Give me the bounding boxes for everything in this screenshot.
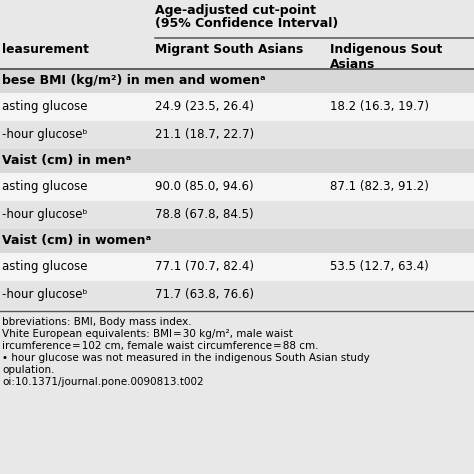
Text: 90.0 (85.0, 94.6): 90.0 (85.0, 94.6) <box>155 180 254 193</box>
Text: asting glucose: asting glucose <box>2 100 88 113</box>
Text: bbreviations: BMI, Body mass index.: bbreviations: BMI, Body mass index. <box>2 317 191 327</box>
Text: (95% Confidence Interval): (95% Confidence Interval) <box>155 17 338 30</box>
Text: 21.1 (18.7, 22.7): 21.1 (18.7, 22.7) <box>155 128 254 141</box>
Text: opulation.: opulation. <box>2 365 55 375</box>
Text: -hour glucoseᵇ: -hour glucoseᵇ <box>2 128 88 141</box>
Text: -hour glucoseᵇ: -hour glucoseᵇ <box>2 288 88 301</box>
Text: 53.5 (12.7, 63.4): 53.5 (12.7, 63.4) <box>330 260 429 273</box>
Text: ircumference = 102 cm, female waist circumference = 88 cm.: ircumference = 102 cm, female waist circ… <box>2 341 319 351</box>
Bar <box>0 253 474 281</box>
Text: 78.8 (67.8, 84.5): 78.8 (67.8, 84.5) <box>155 208 254 221</box>
Bar <box>0 93 474 121</box>
Text: bese BMI (kg/m²) in men and womenᵃ: bese BMI (kg/m²) in men and womenᵃ <box>2 74 265 87</box>
Text: asting glucose: asting glucose <box>2 260 88 273</box>
Text: -hour glucoseᵇ: -hour glucoseᵇ <box>2 208 88 221</box>
Text: Vaist (cm) in menᵃ: Vaist (cm) in menᵃ <box>2 154 131 167</box>
Bar <box>0 201 474 229</box>
Text: oi:10.1371/journal.pone.0090813.t002: oi:10.1371/journal.pone.0090813.t002 <box>2 377 204 387</box>
Text: Vhite European equivalents: BMI = 30 kg/m², male waist: Vhite European equivalents: BMI = 30 kg/… <box>2 329 293 339</box>
Bar <box>0 149 474 173</box>
Text: 77.1 (70.7, 82.4): 77.1 (70.7, 82.4) <box>155 260 254 273</box>
Text: • hour glucose was not measured in the indigenous South Asian study: • hour glucose was not measured in the i… <box>2 353 370 363</box>
Text: 18.2 (16.3, 19.7): 18.2 (16.3, 19.7) <box>330 100 429 113</box>
Text: Age-adjusted cut-point: Age-adjusted cut-point <box>155 4 316 17</box>
Text: Migrant South Asians: Migrant South Asians <box>155 43 303 56</box>
Text: leasurement: leasurement <box>2 43 89 56</box>
Bar <box>0 281 474 309</box>
Bar <box>0 229 474 253</box>
Bar <box>0 39 474 69</box>
Text: 71.7 (63.8, 76.6): 71.7 (63.8, 76.6) <box>155 288 254 301</box>
Text: 87.1 (82.3, 91.2): 87.1 (82.3, 91.2) <box>330 180 429 193</box>
Text: asting glucose: asting glucose <box>2 180 88 193</box>
Text: Vaist (cm) in womenᵃ: Vaist (cm) in womenᵃ <box>2 234 151 247</box>
Bar <box>0 69 474 93</box>
Bar <box>0 173 474 201</box>
Text: Indigenous Sout
Asians: Indigenous Sout Asians <box>330 43 442 71</box>
Text: 24.9 (23.5, 26.4): 24.9 (23.5, 26.4) <box>155 100 254 113</box>
Bar <box>0 121 474 149</box>
